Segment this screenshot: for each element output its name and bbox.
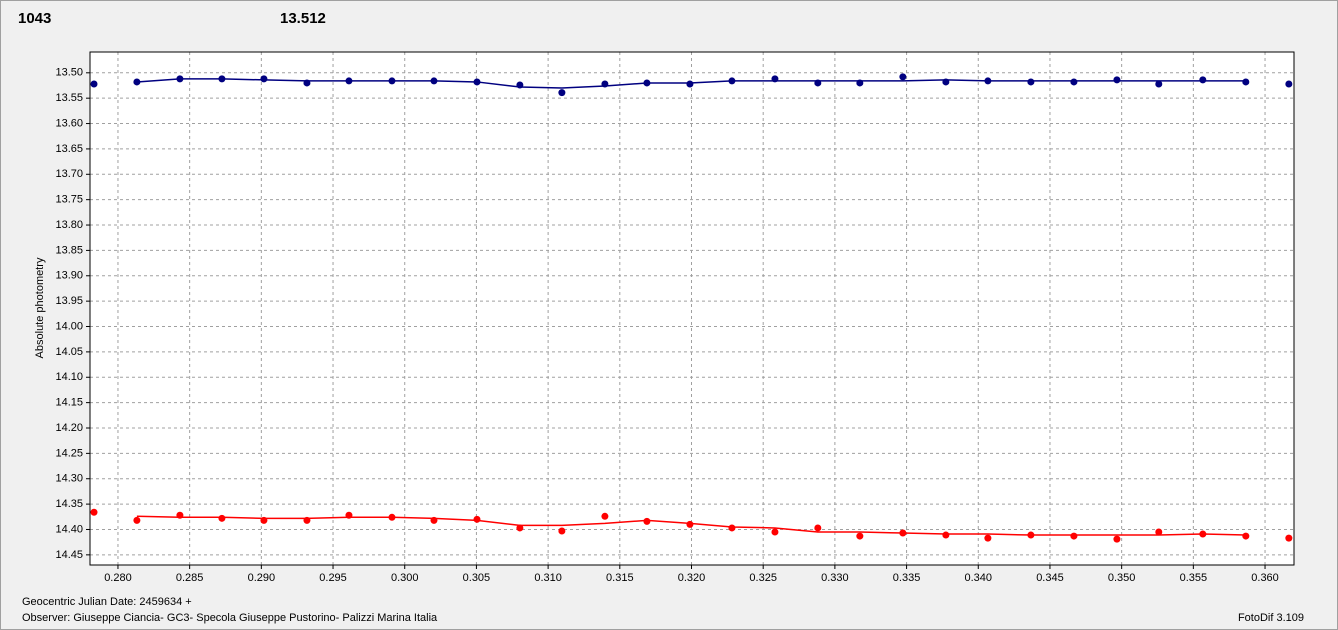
y-axis-label: Absolute photometry xyxy=(34,257,46,358)
x-tick-label: 0.320 xyxy=(678,572,706,584)
x-tick-label: 0.305 xyxy=(463,572,491,584)
y-tick-label: 14.40 xyxy=(55,523,83,535)
y-tick-label: 14.45 xyxy=(55,549,83,561)
x-tick-label: 0.340 xyxy=(965,572,993,584)
x-tick-label: 0.285 xyxy=(176,572,204,584)
y-tick-label: 14.20 xyxy=(55,422,83,434)
data-point xyxy=(1155,80,1163,88)
data-point xyxy=(90,508,98,516)
data-point xyxy=(90,80,98,88)
data-point xyxy=(1242,532,1250,540)
data-point xyxy=(1113,535,1121,543)
y-tick-label: 14.30 xyxy=(55,473,83,485)
y-tick-label: 13.75 xyxy=(55,194,83,206)
y-tick-label: 14.10 xyxy=(55,371,83,383)
data-point xyxy=(984,534,992,542)
x-tick-label: 0.325 xyxy=(749,572,777,584)
x-tick-label: 0.290 xyxy=(248,572,276,584)
observer: Observer: Giuseppe Ciancia- GC3- Specola… xyxy=(22,612,438,624)
data-point xyxy=(1199,76,1207,84)
data-point xyxy=(1285,534,1293,542)
y-tick-label: 14.35 xyxy=(55,498,83,510)
plot-border xyxy=(89,51,1295,566)
data-point xyxy=(558,527,566,535)
data-point xyxy=(516,524,524,532)
header-value: 13.512 xyxy=(280,10,326,27)
y-tick-label: 13.65 xyxy=(55,143,83,155)
data-point xyxy=(558,89,566,97)
x-tick-label: 0.295 xyxy=(319,572,347,584)
y-tick-label: 13.85 xyxy=(55,244,83,256)
x-tick-label: 0.310 xyxy=(534,572,562,584)
data-point xyxy=(260,75,268,83)
data-point xyxy=(218,514,226,522)
software-version: FotoDif 3.109 xyxy=(1238,612,1304,624)
y-tick-label: 13.90 xyxy=(55,270,83,282)
data-point xyxy=(1242,78,1250,86)
y-tick-label: 14.25 xyxy=(55,447,83,459)
data-point xyxy=(133,516,141,524)
x-tick-label: 0.335 xyxy=(893,572,921,584)
y-tick-label: 14.15 xyxy=(55,397,83,409)
y-tick-label: 13.55 xyxy=(55,92,83,104)
data-point xyxy=(1070,532,1078,540)
x-tick-label: 0.345 xyxy=(1036,572,1064,584)
y-tick-label: 14.00 xyxy=(55,320,83,332)
data-point xyxy=(856,532,864,540)
x-axis-label: Geocentric Julian Date: 2459634 + xyxy=(22,596,192,608)
data-point xyxy=(1155,528,1163,536)
data-point xyxy=(643,517,651,525)
x-tick-label: 0.300 xyxy=(391,572,419,584)
data-point xyxy=(771,528,779,536)
data-point xyxy=(686,80,694,88)
data-point xyxy=(686,520,694,528)
y-tick-label: 13.80 xyxy=(55,219,83,231)
data-point xyxy=(1285,80,1293,88)
data-point xyxy=(1113,76,1121,84)
data-point xyxy=(899,73,907,81)
y-tick-label: 14.05 xyxy=(55,346,83,358)
data-point xyxy=(133,78,141,86)
data-point xyxy=(814,524,822,532)
y-tick-label: 13.95 xyxy=(55,295,83,307)
x-tick-label: 0.360 xyxy=(1251,572,1279,584)
x-tick-label: 0.355 xyxy=(1180,572,1208,584)
fit-line xyxy=(136,515,1246,536)
data-point xyxy=(1070,78,1078,86)
data-point xyxy=(942,531,950,539)
data-point xyxy=(601,512,609,520)
fit-line xyxy=(136,78,1246,89)
header-value: 1043 xyxy=(18,10,51,27)
data-point xyxy=(473,515,481,523)
data-point xyxy=(728,524,736,532)
x-tick-label: 0.330 xyxy=(821,572,849,584)
y-tick-label: 13.70 xyxy=(55,168,83,180)
plot-area xyxy=(90,52,1294,565)
y-tick-label: 13.60 xyxy=(55,117,83,129)
x-tick-label: 0.280 xyxy=(104,572,132,584)
data-point xyxy=(1027,78,1035,86)
y-tick-label: 13.50 xyxy=(55,67,83,79)
x-tick-label: 0.350 xyxy=(1108,572,1136,584)
x-tick-label: 0.315 xyxy=(606,572,634,584)
